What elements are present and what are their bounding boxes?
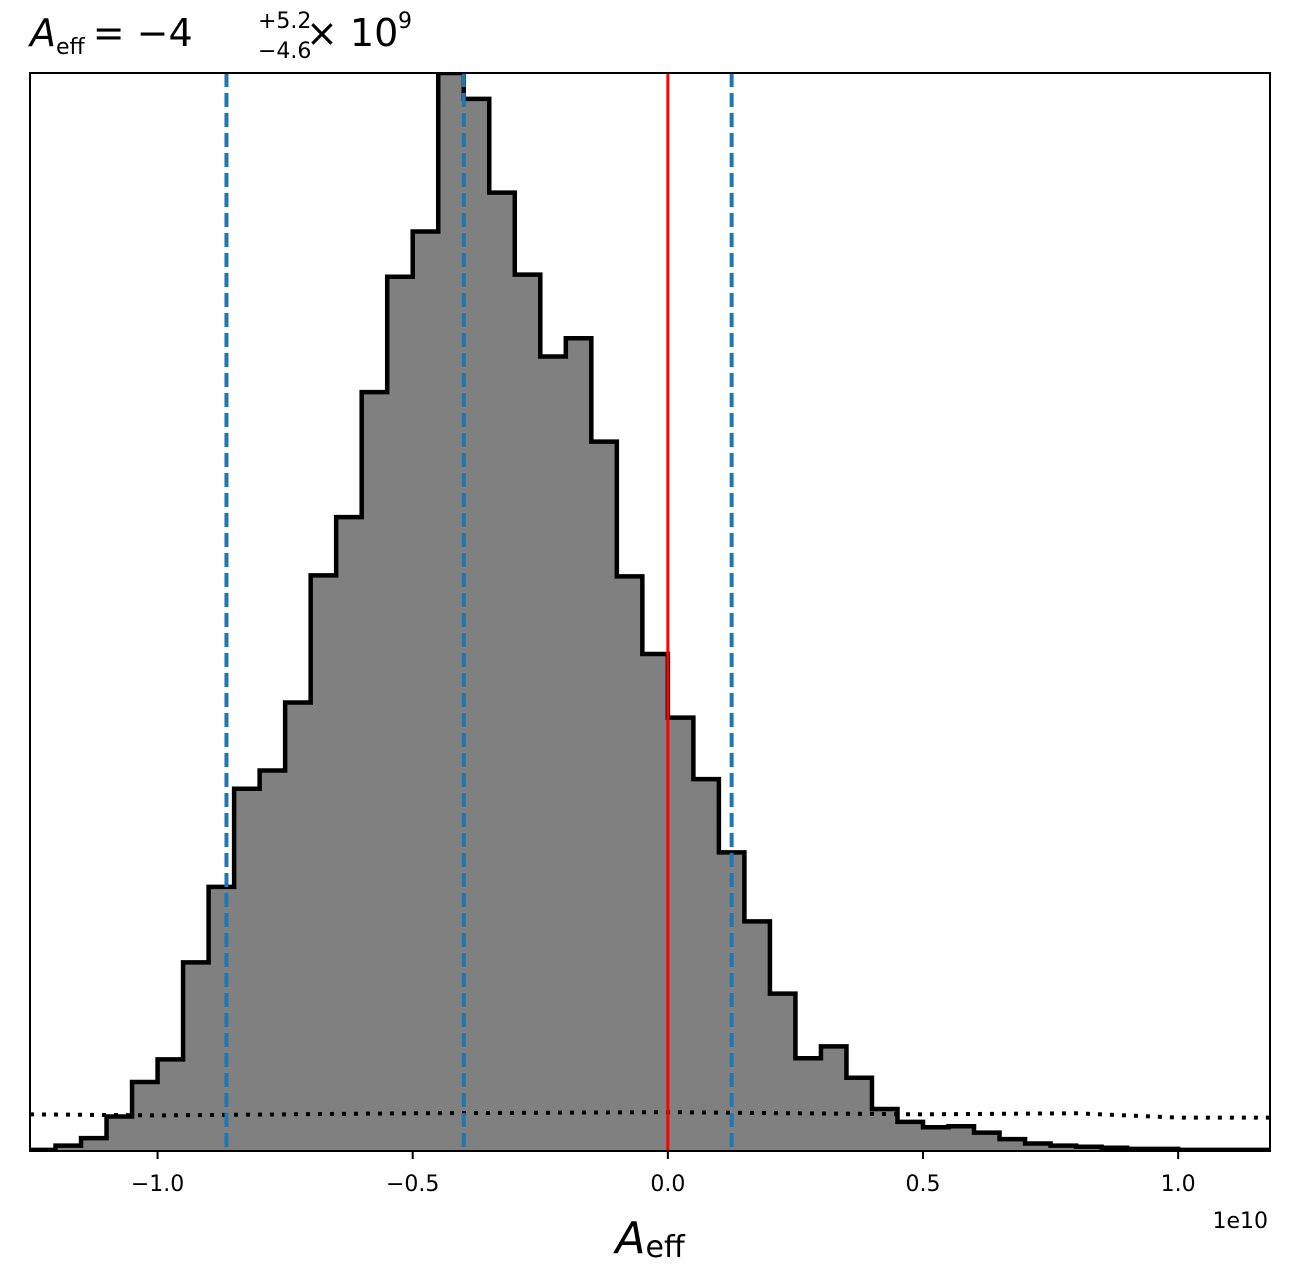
histogram-bar — [285, 702, 312, 1151]
xlabel-symbol: A — [612, 1213, 645, 1264]
histogram-bar — [667, 717, 694, 1151]
histogram-bar — [336, 517, 363, 1151]
histogram-bar — [820, 1046, 847, 1151]
histogram-bar — [769, 993, 796, 1151]
histogram-bar — [795, 1058, 822, 1151]
title-symbol: A — [27, 11, 56, 55]
histogram-bar — [948, 1126, 975, 1151]
histogram-bar — [974, 1132, 1001, 1151]
x-axis-label: Aeff — [612, 1213, 686, 1265]
plot-area — [30, 73, 1270, 1151]
xlabel-subscript: eff — [645, 1230, 685, 1265]
histogram-bar — [999, 1139, 1026, 1151]
histogram-bar — [208, 886, 235, 1151]
histogram-bar — [642, 654, 669, 1151]
histogram-bar — [361, 392, 388, 1151]
x-offset-label: 1e10 — [1212, 1209, 1268, 1234]
x-tick-label: 0.5 — [906, 1172, 941, 1197]
prior-dotted-line — [30, 1110, 1270, 1120]
histogram-bar — [693, 779, 720, 1151]
histogram-fill — [30, 73, 1270, 1151]
histogram-bar — [923, 1127, 950, 1151]
chart-title: Aeff = −4 +5.2 −4.6 × 10 9 — [27, 9, 412, 64]
title-upper: +5.2 — [258, 9, 311, 34]
histogram-bar — [540, 356, 567, 1151]
histogram-bar — [310, 575, 337, 1151]
histogram-bar — [106, 1116, 133, 1151]
svg-text:Aeff= −4: Aeff = −4 — [27, 11, 193, 60]
histogram-bar — [591, 441, 618, 1151]
histogram-bar — [744, 921, 771, 1151]
histogram-bar — [387, 276, 414, 1151]
histogram-bar — [565, 338, 592, 1151]
histogram-bar — [463, 98, 490, 1151]
histogram-bar — [412, 231, 439, 1151]
histogram-bar — [489, 192, 516, 1151]
axes-frame — [29, 72, 1271, 1152]
histogram-bar — [514, 274, 541, 1151]
histogram-bar — [1050, 1145, 1077, 1151]
x-tick-label: 1.0 — [1161, 1172, 1196, 1197]
histogram-bar — [897, 1121, 924, 1151]
title-lower: −4.6 — [258, 39, 311, 64]
histogram-bar — [183, 962, 210, 1151]
title-exponent: 9 — [398, 9, 412, 34]
title-value: = −4 — [93, 11, 193, 55]
histogram-bar — [132, 1082, 159, 1151]
histogram-bar — [157, 1059, 184, 1151]
histogram-outline — [30, 73, 1270, 1151]
x-tick-label: −0.5 — [386, 1172, 439, 1197]
x-tick-label: 0.0 — [650, 1172, 685, 1197]
histogram-bar — [1025, 1143, 1052, 1151]
histogram-bar — [259, 770, 286, 1151]
title-subscript: eff — [56, 35, 86, 60]
histogram-bar — [438, 73, 465, 1151]
x-axis-ticks: −1.0 −0.5 0.0 0.5 1.0 — [131, 1151, 1196, 1197]
histogram-bar — [81, 1138, 108, 1151]
title-factor: × 10 — [306, 11, 398, 55]
histogram-bar — [234, 788, 261, 1151]
histogram-bar — [616, 576, 643, 1151]
x-tick-label: −1.0 — [131, 1172, 184, 1197]
histogram-bar — [55, 1145, 82, 1151]
